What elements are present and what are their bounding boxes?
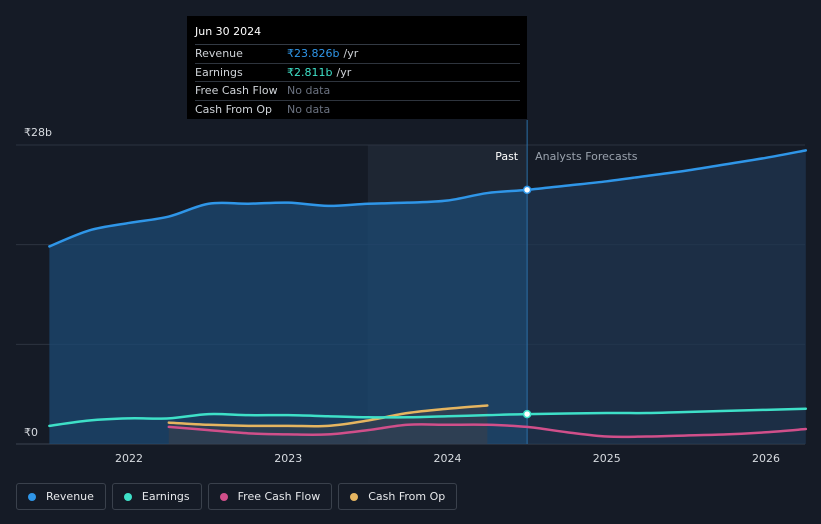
legend-dot-revenue xyxy=(28,492,36,501)
tooltip-label: Earnings xyxy=(195,65,243,79)
x-tick-label: 2024 xyxy=(434,452,462,465)
x-tick-label: 2025 xyxy=(593,452,621,465)
legend-item-free-cash-flow[interactable]: Free Cash Flow xyxy=(207,483,333,510)
tooltip-value: ₹23.826b xyxy=(287,47,340,60)
legend-item-earnings[interactable]: Earnings xyxy=(111,483,202,510)
tooltip-value: No data xyxy=(287,84,331,97)
legend-label: Revenue xyxy=(46,490,94,503)
series-line-revenue xyxy=(48,149,808,248)
y-tick-label: ₹28b xyxy=(24,126,52,139)
tooltip-unit: /yr xyxy=(336,65,352,79)
series-line-free-cash-flow xyxy=(167,423,808,439)
tooltip-unit: /yr xyxy=(343,47,359,60)
tooltip-value: No data xyxy=(287,102,331,116)
tooltip-row-free-cash-flow: Free Cash Flow No data xyxy=(195,82,520,101)
legend-dot-cash-from-op xyxy=(350,492,359,501)
legend-dot-earnings xyxy=(123,492,132,501)
tooltip-row-revenue: Revenue ₹23.826b /yr xyxy=(195,45,520,64)
legend-label: Earnings xyxy=(141,490,190,503)
chart-legend: Revenue Earnings Free Cash Flow Cash Fro… xyxy=(16,483,458,510)
series-line-earnings xyxy=(48,407,808,428)
x-tick-label: 2022 xyxy=(115,452,143,465)
legend-label: Cash From Op xyxy=(368,490,446,503)
hover-tooltip: Jun 30 2024 Revenue ₹23.826b /yr Earning… xyxy=(187,16,527,119)
past-label: Past xyxy=(495,150,519,163)
y-tick-label: ₹0 xyxy=(24,426,38,439)
revenue-area-past xyxy=(49,189,528,444)
tooltip-row-cash-from-op: Cash From Op No data xyxy=(195,101,520,119)
data-point-earnings xyxy=(522,409,532,419)
tooltip-row-earnings: Earnings ₹2.811b /yr xyxy=(195,64,520,82)
revenue-area-forecast xyxy=(527,150,806,444)
tooltip-value: ₹2.811b xyxy=(287,65,333,79)
tooltip-label: Free Cash Flow xyxy=(195,84,278,97)
forecast-label: Analysts Forecasts xyxy=(535,150,638,163)
tooltip-label: Revenue xyxy=(195,47,243,60)
x-tick-label: 2023 xyxy=(274,452,302,465)
legend-item-revenue[interactable]: Revenue xyxy=(16,483,106,510)
x-tick-label: 2026 xyxy=(752,452,780,465)
data-point-revenue xyxy=(522,185,532,195)
tooltip-label: Cash From Op xyxy=(195,102,273,116)
series-line-cash-from-op xyxy=(167,404,489,428)
legend-label: Free Cash Flow xyxy=(237,490,321,503)
legend-dot-free-cash-flow xyxy=(219,492,228,501)
legend-item-cash-from-op[interactable]: Cash From Op xyxy=(338,483,458,510)
tooltip-date: Jun 30 2024 xyxy=(195,24,520,45)
